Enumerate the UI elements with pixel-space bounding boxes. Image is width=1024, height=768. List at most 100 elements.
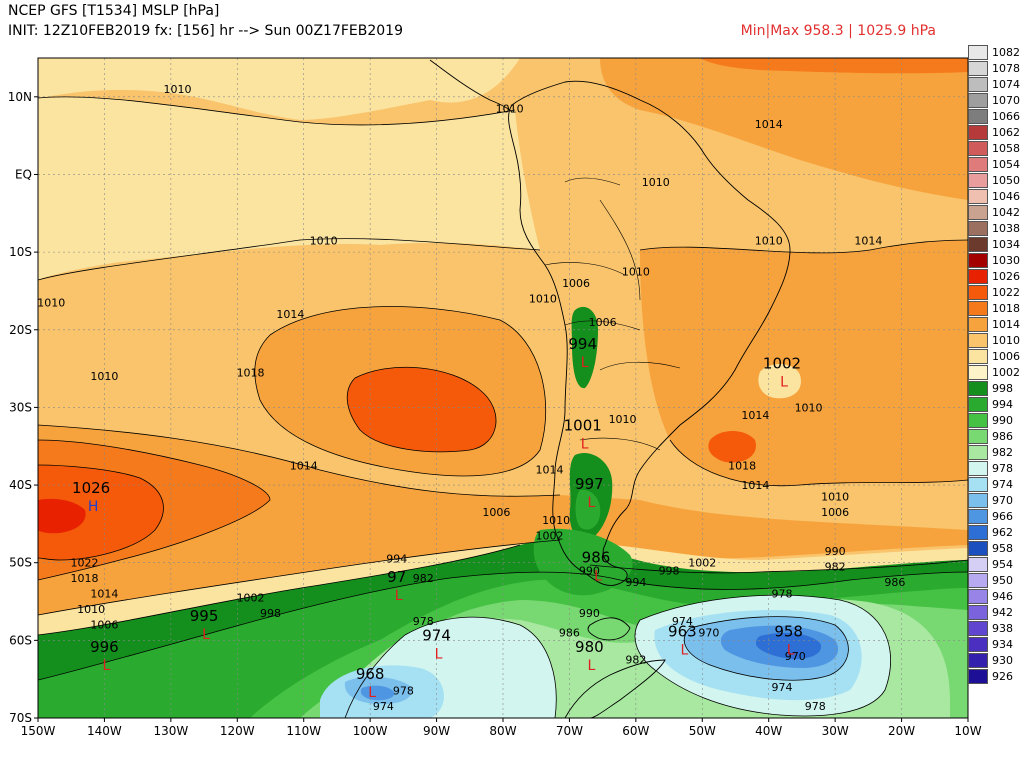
colorbar-entry: 1074 <box>968 76 1020 92</box>
lat-tick-label: 20S <box>9 323 32 337</box>
colorbar-entry: 938 <box>968 620 1020 636</box>
colorbar-label: 974 <box>992 477 1013 491</box>
colorbar-label: 1018 <box>992 301 1020 315</box>
colorbar-entry: 998 <box>968 380 1020 396</box>
colorbar-label: 950 <box>992 573 1013 587</box>
isobar-value-label: 1010 <box>542 514 570 527</box>
pressure-band-966-pacific <box>360 685 395 701</box>
isobar-value-label: 974 <box>373 700 394 713</box>
colorbar-label: 930 <box>992 653 1013 667</box>
pressure-band-patagonia <box>533 528 633 596</box>
colorbar-entry: 986 <box>968 428 1020 444</box>
low-pressure-marker: L <box>587 658 595 674</box>
colorbar-swatch <box>968 364 988 380</box>
colorbar-swatch <box>968 76 988 92</box>
pressure-band-north-atlantic <box>600 58 968 200</box>
isobar-value-label: 982 <box>625 654 646 667</box>
isobar-line <box>346 366 497 453</box>
center-pressure-value: 963 <box>668 622 697 640</box>
colorbar-entry: 1006 <box>968 348 1020 364</box>
isobar-line <box>38 539 561 616</box>
lat-tick-label: 10N <box>8 90 32 104</box>
colorbar-swatch <box>968 284 988 300</box>
colorbar-entry: 1034 <box>968 236 1020 252</box>
low-pressure-marker: L <box>581 355 589 371</box>
isobar-value-label: 998 <box>659 564 680 577</box>
isobar-line <box>254 306 547 477</box>
lat-tick-label: 50S <box>9 556 32 570</box>
colorbar-swatch <box>968 428 988 444</box>
center-pressure-value: 97 <box>387 568 406 586</box>
high-pressure-marker: H <box>88 499 99 515</box>
lon-tick-label: 70W <box>556 724 583 738</box>
isobar-value-label: 1006 <box>589 316 617 329</box>
colorbar-label: 970 <box>992 493 1013 507</box>
pressure-band-west-high-1026 <box>38 498 86 534</box>
isobar-value-label: 1010 <box>529 293 557 306</box>
colorbar-entry: 954 <box>968 556 1020 572</box>
colorbar-entry: 1026 <box>968 268 1020 284</box>
isobar-value-label: 970 <box>698 626 719 639</box>
colorbar-entry: 978 <box>968 460 1020 476</box>
colorbar-entry: 1042 <box>968 204 1020 220</box>
colorbar-swatch <box>968 572 988 588</box>
colorbar-swatch <box>968 108 988 124</box>
colorbar-label: 978 <box>992 461 1013 475</box>
colorbar-entry: 994 <box>968 396 1020 412</box>
colorbar-label: 926 <box>992 669 1013 683</box>
lat-lon-grid <box>38 58 968 718</box>
isobar-value-label: 986 <box>559 626 580 639</box>
isobar-value-label: 1018 <box>237 366 265 379</box>
isobar-value-label: 1010 <box>642 176 670 189</box>
low-pressure-marker: L <box>587 495 595 511</box>
colorbar-entry: 930 <box>968 652 1020 668</box>
colorbar-swatch <box>968 316 988 332</box>
lon-tick-label: 30W <box>822 724 849 738</box>
colorbar-swatch <box>968 268 988 284</box>
colorbar-swatch <box>968 188 988 204</box>
isobar-value-label: 1010 <box>37 296 65 309</box>
colorbar-label: 1074 <box>992 77 1020 91</box>
colorbar-swatch <box>968 556 988 572</box>
lat-tick-label: 70S <box>9 711 32 725</box>
colorbar-entry: 1022 <box>968 284 1020 300</box>
colorbar-entry: 1050 <box>968 172 1020 188</box>
lon-tick-label: 110W <box>286 724 321 738</box>
antarctic-peninsula <box>564 659 666 718</box>
colorbar-label: 1010 <box>992 333 1020 347</box>
pressure-band-south-atlantic-1018 <box>708 431 756 463</box>
south-america-borders <box>544 177 681 451</box>
isobar-value-label: 1010 <box>164 83 192 96</box>
colorbar-label: 1034 <box>992 237 1020 251</box>
colorbar-label: 1038 <box>992 221 1020 235</box>
isobar-value-label: 990 <box>825 545 846 558</box>
colorbar-entry: 962 <box>968 524 1020 540</box>
isobar-value-label: 1006 <box>90 619 118 632</box>
isobar-value-label: 986 <box>884 576 905 589</box>
lon-tick-label: 60W <box>622 724 649 738</box>
colorbar-label: 1042 <box>992 205 1020 219</box>
lon-tick-label: 150W <box>21 724 56 738</box>
isobar-line <box>344 616 557 718</box>
isobar-value-label: 978 <box>413 615 434 628</box>
isobar-value-label: 1014 <box>741 409 769 422</box>
isobar-value-label: 1022 <box>71 557 99 570</box>
colorbar-label: 946 <box>992 589 1013 603</box>
pressure-band-andes-low-south-inner <box>575 489 601 530</box>
colorbar-entry: 1066 <box>968 108 1020 124</box>
low-pressure-marker: L <box>780 375 788 391</box>
colorbar-swatch <box>968 508 988 524</box>
isobar-value-label: 1010 <box>609 413 637 426</box>
colorbar-label: 994 <box>992 397 1013 411</box>
isobar-value-label: 998 <box>260 607 281 620</box>
colorbar-label: 1058 <box>992 141 1020 155</box>
pressure-band-962-atlantic <box>756 632 822 660</box>
low-pressure-marker: L <box>103 658 111 674</box>
central-america-coastline <box>429 59 513 113</box>
colorbar-label: 998 <box>992 381 1013 395</box>
colorbar-swatch <box>968 492 988 508</box>
colorbar-swatch <box>968 460 988 476</box>
isobar-line <box>38 238 541 281</box>
colorbar-label: 1066 <box>992 109 1020 123</box>
